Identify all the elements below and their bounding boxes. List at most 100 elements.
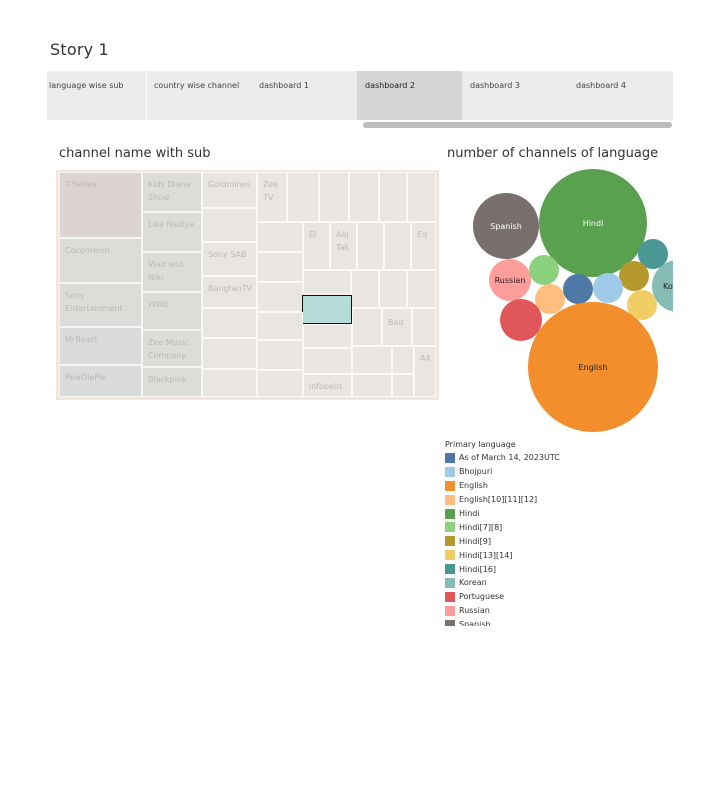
legend-item[interactable]: Hindi[16] [445,562,645,576]
treemap-cell[interactable] [257,222,303,252]
treemap-cell[interactable] [407,270,436,308]
treemap-cell-kids-diana-show[interactable]: Kids Diana Show [142,172,202,212]
treemap-cell[interactable] [287,172,319,222]
treemap-cell[interactable] [202,338,257,369]
tab-dashboard-4[interactable]: dashboard 4 [576,81,626,90]
legend-item[interactable]: Hindi[9] [445,534,645,548]
legend-item[interactable]: Bhojpuri [445,465,645,479]
tab-dashboard-3[interactable]: dashboard 3 [470,81,520,90]
bubble-hindi-13-14[interactable] [627,290,657,320]
treemap-cell-pewdiepie[interactable]: PewDiePie [59,365,142,397]
treemap-cell[interactable] [319,172,349,222]
treemap-cell-sony-sab[interactable]: Sony SAB [202,242,257,276]
treemap-cell-bad[interactable]: Bad [382,308,412,346]
treemap-cell-mrbeast[interactable]: MrBeast [59,327,142,365]
treemap-cell-aaj-tak[interactable]: Aaj Tak [330,222,357,270]
treemap-cell[interactable] [379,270,407,308]
tab-language-wise-sub[interactable]: language wise sub [49,81,124,90]
legend-item[interactable]: English [445,479,645,493]
bubble-russian[interactable] [489,259,531,301]
treemap-cell[interactable] [303,270,351,294]
treemap-cell[interactable] [352,374,392,397]
treemap-cell[interactable] [202,369,257,397]
legend-swatch [445,591,455,602]
treemap-cell[interactable] [379,172,407,222]
treemap-cell[interactable] [392,374,414,397]
bubble-label-english: English [579,363,608,372]
legend-item[interactable]: Hindi[13][14] [445,548,645,562]
treemap-cell-blackpink[interactable]: Blackpink [142,367,202,397]
treemap-cell[interactable] [202,308,257,338]
treemap-cell[interactable] [357,222,384,270]
language-bubble-chart[interactable]: Spanish Hindi Russian Ko English [445,168,673,438]
treemap-cell[interactable] [202,208,257,242]
treemap-cell-selected[interactable] [302,295,352,324]
bubble-label-hindi: Hindi [583,219,604,228]
legend-item[interactable]: As of March 14, 2023UTC [445,451,645,465]
legend-item[interactable]: English[10][11][12] [445,493,645,507]
treemap-cell-infobells[interactable]: infobells [303,374,352,397]
bubble-hindi-9[interactable] [619,261,649,291]
bubble-portuguese[interactable] [500,299,542,341]
treemap-cell[interactable] [303,348,352,374]
bubble-english[interactable] [528,302,658,432]
treemap-cell[interactable] [392,346,414,374]
treemap-cell-like-nastya[interactable]: Like Nastya [142,212,202,252]
tab-country-wise-channel[interactable]: country wise channel [154,81,240,90]
bubble-english-10-11-12[interactable] [535,284,565,314]
legend-item[interactable]: Portuguese [445,590,645,604]
legend-swatch [445,522,455,533]
treemap-cell[interactable] [412,308,436,346]
treemap-cell-t-series[interactable]: T-Series [59,172,142,238]
treemap-cell[interactable] [257,282,303,312]
bubble-spanish[interactable] [473,193,539,259]
treemap-cell-goldmines[interactable]: Goldmines [202,172,257,208]
treemap-cell-sony-entertainment[interactable]: Sony Entertainment [59,283,142,327]
treemap-cell-wwe[interactable]: WWE [142,292,202,330]
legend-label: Portuguese [459,592,505,602]
treemap-cell[interactable] [349,172,379,222]
treemap-cell[interactable] [352,346,392,374]
legend-item[interactable]: Korean [445,576,645,590]
treemap-cell[interactable] [257,370,303,397]
legend-label: English[10][11][12] [459,495,538,505]
legend-item[interactable]: Russian [445,604,645,618]
treemap-cell-a4[interactable]: A4 [414,346,436,397]
treemap-cell[interactable] [407,172,436,222]
tab-dashboard-2[interactable]: dashboard 2 [357,71,462,120]
treemap-cell-vlad-and-niki[interactable]: Vlad and Niki [142,252,202,292]
story-title: Story 1 [50,40,109,59]
treemap-cell-zee-music-company[interactable]: Zee Music Company [142,330,202,367]
treemap-cell-bangtantv[interactable]: BangtanTV [202,276,257,308]
treemap-cell-zee-tv[interactable]: Zee TV [257,172,287,222]
bubble-korean[interactable] [652,260,673,312]
treemap-cell[interactable] [257,252,303,282]
treemap-cell[interactable] [384,222,411,270]
legend-item[interactable]: Spanish [445,618,645,626]
legend-item[interactable]: Hindi [445,507,645,521]
legend-item[interactable]: Hindi[7][8] [445,520,645,534]
legend-label: Spanish [459,620,491,626]
treemap-cell[interactable] [351,270,379,308]
legend-label: Bhojpuri [459,467,493,477]
treemap-cell-cocomelon[interactable]: Cocomelon [59,238,142,283]
treemap-cell-ed[interactable]: Ed [411,222,436,270]
treemap-cell[interactable] [303,324,352,348]
bubble-label-russian: Russian [495,276,526,285]
bubble-hindi-7-8[interactable] [529,255,559,285]
treemap-cell[interactable] [257,340,303,370]
bubble-as-of-march[interactable] [563,274,593,304]
bubble-bhojpuri[interactable] [593,273,623,303]
legend-swatch [445,577,455,588]
bubble-label-korean: Ko [663,282,673,291]
tab-scrollbar[interactable] [363,122,672,128]
tab-dashboard-1[interactable]: dashboard 1 [259,81,309,90]
bubble-hindi-16[interactable] [638,239,668,269]
treemap-cell-el[interactable]: El [303,222,330,270]
channel-treemap[interactable]: T-Series Cocomelon Sony Entertainment Mr… [56,170,439,400]
treemap-cell[interactable] [257,312,303,340]
legend-label: English [459,481,488,491]
legend-swatch [445,619,455,626]
treemap-cell[interactable] [352,308,382,346]
bubble-hindi[interactable] [539,169,647,277]
